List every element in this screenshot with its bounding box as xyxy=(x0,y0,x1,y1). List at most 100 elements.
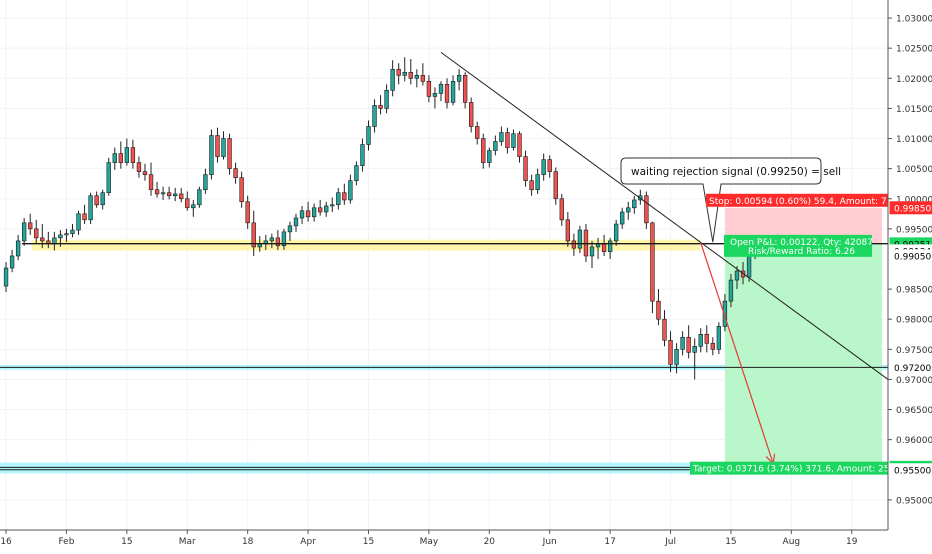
candle-body xyxy=(233,168,238,178)
y-tick-label: 1.01500 xyxy=(896,105,932,115)
candle-body xyxy=(88,195,93,221)
candle-body xyxy=(698,333,703,347)
candle-body xyxy=(613,223,619,242)
y-tick-label: 1.03000 xyxy=(896,15,932,25)
candle-body xyxy=(402,71,407,76)
candle-body xyxy=(620,211,625,225)
candle-body xyxy=(523,156,528,181)
candle-body xyxy=(64,233,69,236)
candle-body xyxy=(342,192,347,201)
candle-body xyxy=(287,225,293,233)
candle-body xyxy=(76,213,81,231)
candle-body xyxy=(106,162,111,194)
candle-body xyxy=(481,138,486,163)
candle-body xyxy=(28,222,33,230)
candle-body xyxy=(58,234,63,239)
candle-body xyxy=(469,102,474,127)
x-tick-label: Jul xyxy=(664,537,676,547)
stop-label-bg xyxy=(706,193,888,207)
price-label-bg xyxy=(889,201,932,215)
candle-body xyxy=(535,174,540,191)
candle-body xyxy=(173,193,178,197)
candle-body xyxy=(384,90,389,109)
x-tick-label: Aug xyxy=(783,537,801,547)
candle-body xyxy=(239,177,244,203)
candle-body xyxy=(3,267,9,287)
candle-body xyxy=(185,198,190,209)
candle-body xyxy=(40,237,45,242)
price-label-bg xyxy=(889,463,932,477)
annotation-callout xyxy=(620,157,822,243)
candle-body xyxy=(317,207,323,213)
candle-body xyxy=(354,165,359,181)
y-tick-label: 1.00500 xyxy=(896,165,932,175)
candle-body xyxy=(511,133,516,148)
candle-body xyxy=(426,81,432,97)
candle-body xyxy=(396,68,401,76)
candle-body xyxy=(686,336,691,353)
candle-body xyxy=(136,162,142,172)
trendline xyxy=(440,51,889,380)
candle-body xyxy=(674,349,679,365)
candle-body xyxy=(734,270,740,281)
target-label: Target: 0.03716 (3.74%) 371.6, Amount: 2… xyxy=(692,465,895,475)
entry-label-bg xyxy=(724,234,872,257)
x-tick-label: 16 xyxy=(0,537,12,547)
candle-body xyxy=(281,231,287,247)
price-label-bg xyxy=(889,249,932,263)
candle-body xyxy=(656,300,661,320)
candle-body xyxy=(390,68,395,91)
candle-body xyxy=(21,222,27,242)
candle-body xyxy=(34,228,39,239)
y-tick-label: 0.95000 xyxy=(896,496,932,506)
candle-body xyxy=(209,135,214,175)
candle-body xyxy=(692,346,697,353)
x-tick-label: May xyxy=(420,537,439,547)
candle-body xyxy=(366,126,371,145)
y-tick-label: 1.01000 xyxy=(896,135,932,145)
target-label-bg xyxy=(690,461,888,475)
price-label: 0.99050 xyxy=(894,252,931,262)
candle-body xyxy=(293,217,299,227)
candle-body xyxy=(662,318,667,341)
x-tick-label: 17 xyxy=(604,537,615,547)
candle-body xyxy=(650,222,655,302)
candle-body xyxy=(553,171,558,200)
candle-body xyxy=(179,193,184,200)
label-layer: waiting rejection signal (0.99250) = sel… xyxy=(620,157,898,475)
candle-body xyxy=(456,74,462,82)
candle-body xyxy=(142,171,148,175)
candle-body xyxy=(94,195,99,206)
candle-body xyxy=(160,192,166,195)
candle-body xyxy=(450,81,456,103)
stop-label: Stop: 0.00594 (0.60%) 59.4, Amount: 750 xyxy=(709,197,898,207)
risk-reward-label: Risk/Reward Ratio: 6.26 xyxy=(748,247,855,257)
candle-body xyxy=(444,84,450,103)
candle-body xyxy=(559,198,564,221)
candle-body xyxy=(215,135,220,157)
candle-body xyxy=(493,141,498,151)
support-cyan-low xyxy=(0,462,888,474)
candle-body xyxy=(245,201,250,224)
candle-body xyxy=(52,237,57,245)
candle-body xyxy=(82,213,87,221)
candle-body xyxy=(9,255,15,269)
candle-body xyxy=(227,138,232,169)
candle-body xyxy=(275,237,281,247)
candle-body xyxy=(299,210,305,219)
candle-body xyxy=(420,74,426,82)
x-tick-label: Mar xyxy=(179,537,196,547)
x-tick-label: Feb xyxy=(58,537,74,547)
candle-body xyxy=(414,74,419,79)
candle-layer xyxy=(3,57,758,380)
candle-body xyxy=(118,153,123,163)
candle-body xyxy=(305,210,311,218)
candle-body xyxy=(680,336,685,350)
annotation-text: waiting rejection signal (0.99250) = sel… xyxy=(631,166,841,178)
candle-body xyxy=(704,333,709,344)
candle-body xyxy=(517,133,522,157)
candle-body xyxy=(148,174,154,191)
y-tick-label: 1.02500 xyxy=(896,45,932,55)
